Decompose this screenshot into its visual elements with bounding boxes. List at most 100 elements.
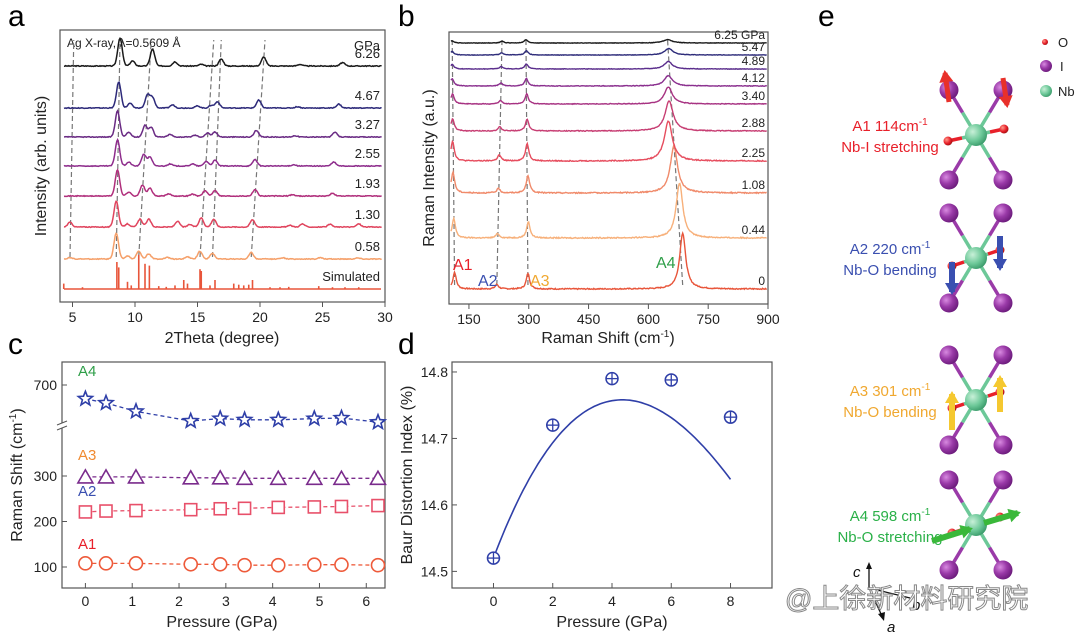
y-tick-label: 14.5 — [421, 563, 448, 579]
xrd-pattern-1.30 — [63, 200, 382, 229]
series-label: 4.67 — [355, 88, 380, 103]
data-point-A1 — [307, 557, 322, 573]
data-point-A4 — [210, 408, 230, 427]
x-tick-label: 0 — [490, 593, 498, 609]
legend-label-o: O — [1058, 35, 1068, 50]
baur-distortion-chart: 0 2 4 6 8 14.5 14.6 14.7 14.8 Pressure (GPa) Bau… — [399, 361, 773, 631]
vibration-mode-1: A1 114cm-1 Nb-I stretching — [841, 70, 1013, 190]
raman-spectrum-4.12 — [450, 74, 768, 88]
series-line-A4 — [85, 398, 379, 423]
mode-title: A2 220 cm-1 — [850, 240, 931, 258]
data-point-A2 — [371, 498, 385, 513]
raman-spectrum-3.40 — [450, 86, 767, 106]
iodine-atom — [939, 170, 959, 190]
raman-spectrum-6.25 GPa — [450, 38, 767, 44]
displacement-arrowhead — [945, 283, 959, 295]
iodine-atom — [993, 293, 1013, 313]
displacement-arrowhead — [998, 95, 1013, 108]
xrd-pattern-0.58 — [63, 232, 382, 261]
vibration-mode-3: A3 301 cm-1 Nb-O bending — [843, 345, 1013, 455]
data-point-A2 — [99, 504, 113, 518]
atom-legend: O I Nb — [1040, 35, 1075, 99]
oxygen-atom — [943, 136, 953, 146]
data-point-A3 — [332, 469, 351, 486]
displacement-arrowhead — [945, 391, 959, 403]
mode-title: A4 598 cm-1 — [850, 507, 931, 525]
a-axis-arrow — [868, 587, 883, 617]
data-point-A1 — [128, 556, 144, 571]
data-point-A1 — [370, 557, 386, 573]
crystal-axes: c b a — [853, 562, 920, 636]
data-point-A3 — [181, 469, 200, 485]
data-point-A2 — [213, 501, 228, 516]
mode-label-A1: A1 — [78, 536, 96, 553]
y-tick-label: 700 — [34, 377, 58, 393]
niobium-atom — [965, 247, 987, 269]
axis-break-mask — [58, 423, 66, 428]
xrd-pattern-1.93 — [63, 168, 382, 198]
raman-spectrum-0.44 — [450, 182, 767, 240]
y-tick-label: 14.7 — [421, 430, 448, 446]
plot-frame — [59, 29, 386, 303]
xrd-pattern-3.27 — [64, 109, 382, 139]
mode-label-A1: A1 — [453, 257, 473, 274]
iodine-atom — [993, 560, 1013, 580]
legend-label-nb: Nb — [1058, 84, 1075, 99]
panel-label-d: d — [398, 328, 415, 361]
raman-spectrum-2.88 — [450, 100, 767, 133]
unit-label: GPa — [354, 38, 381, 53]
panel-label-c: c — [8, 328, 23, 361]
guide-line — [496, 38, 503, 286]
series-label: 0.58 — [355, 239, 380, 254]
series-label: 1.30 — [355, 207, 380, 222]
y-axis-label: Baur Distortion Index (%) — [399, 386, 416, 565]
displacement-arrowhead — [939, 70, 954, 83]
series-line-A2 — [85, 504, 379, 513]
data-point-A2 — [129, 503, 143, 518]
b-axis-label: b — [912, 597, 920, 614]
vibration-modes-illustration: O I Nb A1 114cm-1 Nb-I stretching A2 220 c… — [837, 35, 1074, 636]
xrd-pattern-2.55 — [63, 137, 382, 168]
x-tick-label: 30 — [377, 309, 393, 325]
data-point-A1 — [237, 557, 252, 573]
guide-line — [69, 39, 75, 258]
a-axis-label: a — [887, 619, 895, 636]
x-tick-label: 5 — [69, 309, 77, 325]
series-label: 4.12 — [742, 71, 766, 85]
panel-label-a: a — [8, 0, 25, 33]
x-tick-label: 2 — [549, 593, 557, 609]
mode-title: A3 301 cm-1 — [850, 382, 931, 400]
axis-break-mark — [56, 425, 68, 431]
x-tick-label: 2 — [175, 593, 183, 609]
data-point-A3 — [211, 469, 230, 485]
watermark: @上徐新材料研究院 — [785, 584, 1028, 614]
mode-description: Nb-O stretching — [837, 529, 942, 546]
raman-spectrum-0 — [450, 230, 768, 291]
displacement-arrowhead — [959, 525, 973, 539]
raman-spectrum-4.89 — [450, 60, 767, 71]
data-point-A1 — [78, 556, 93, 571]
niobium-atom-icon — [1040, 85, 1052, 97]
series-label: 6.25 GPa — [714, 28, 765, 42]
mode-description: Nb-O bending — [843, 404, 936, 421]
data-point-A1 — [270, 557, 286, 573]
iodine-atom — [939, 345, 959, 365]
series-label: 0 — [758, 274, 765, 288]
series-line-A1 — [85, 562, 379, 566]
x-axis-label: Pressure (GPa) — [166, 614, 277, 631]
x-tick-label: 600 — [637, 311, 661, 327]
iodine-atom — [993, 470, 1013, 490]
series-line-A3 — [85, 476, 378, 479]
x-tick-label: 15 — [190, 309, 206, 325]
mode-label-A4: A4 — [656, 255, 676, 272]
displacement-arrowhead — [993, 375, 1007, 387]
oxygen-atom — [999, 124, 1009, 134]
mode-title: A1 114cm-1 — [852, 117, 928, 135]
y-tick-label: 200 — [34, 514, 58, 530]
displacement-arrowhead — [993, 259, 1007, 271]
data-point-A1 — [212, 556, 228, 572]
x-tick-label: 0 — [82, 593, 90, 609]
y-tick-label: 100 — [34, 559, 58, 575]
iodine-atom — [939, 293, 959, 313]
series-label: 2.88 — [742, 116, 766, 130]
